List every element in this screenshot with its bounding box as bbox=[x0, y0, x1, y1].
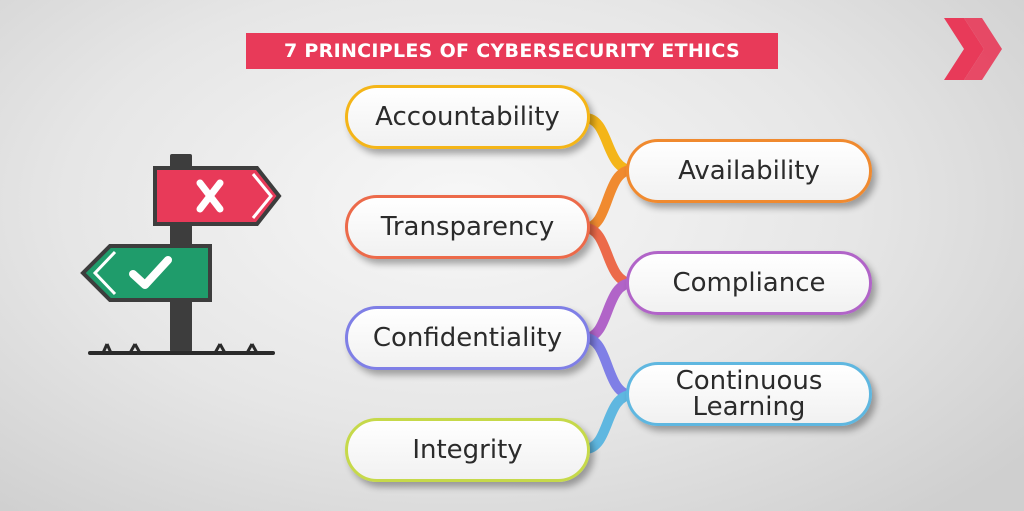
reject-sign bbox=[153, 166, 282, 226]
principle-label: Confidentiality bbox=[372, 323, 563, 353]
principle-transparency: Transparency bbox=[345, 195, 590, 259]
principle-label: Integrity bbox=[412, 435, 523, 465]
accept-sign bbox=[80, 244, 212, 302]
principle-confidentiality: Confidentiality bbox=[345, 306, 590, 370]
signpost-icon bbox=[80, 154, 282, 355]
page-title: 7 PRINCIPLES OF CYBERSECURITY ETHICS bbox=[246, 33, 778, 69]
double-chevron-icon bbox=[944, 18, 1002, 80]
principle-label: Continuous Learning bbox=[675, 366, 823, 422]
principle-label: Compliance bbox=[672, 268, 826, 298]
principle-continuous-learning: Continuous Learning bbox=[626, 362, 872, 426]
principle-accountability: Accountability bbox=[345, 85, 590, 149]
principle-compliance: Compliance bbox=[626, 251, 872, 315]
check-mark-icon bbox=[129, 256, 172, 289]
principle-integrity: Integrity bbox=[345, 418, 590, 482]
principle-label: Availability bbox=[678, 156, 820, 186]
x-mark-icon bbox=[196, 179, 224, 213]
principle-label: Accountability bbox=[375, 102, 560, 132]
principle-label: Transparency bbox=[380, 212, 555, 242]
principle-availability: Availability bbox=[626, 139, 872, 203]
